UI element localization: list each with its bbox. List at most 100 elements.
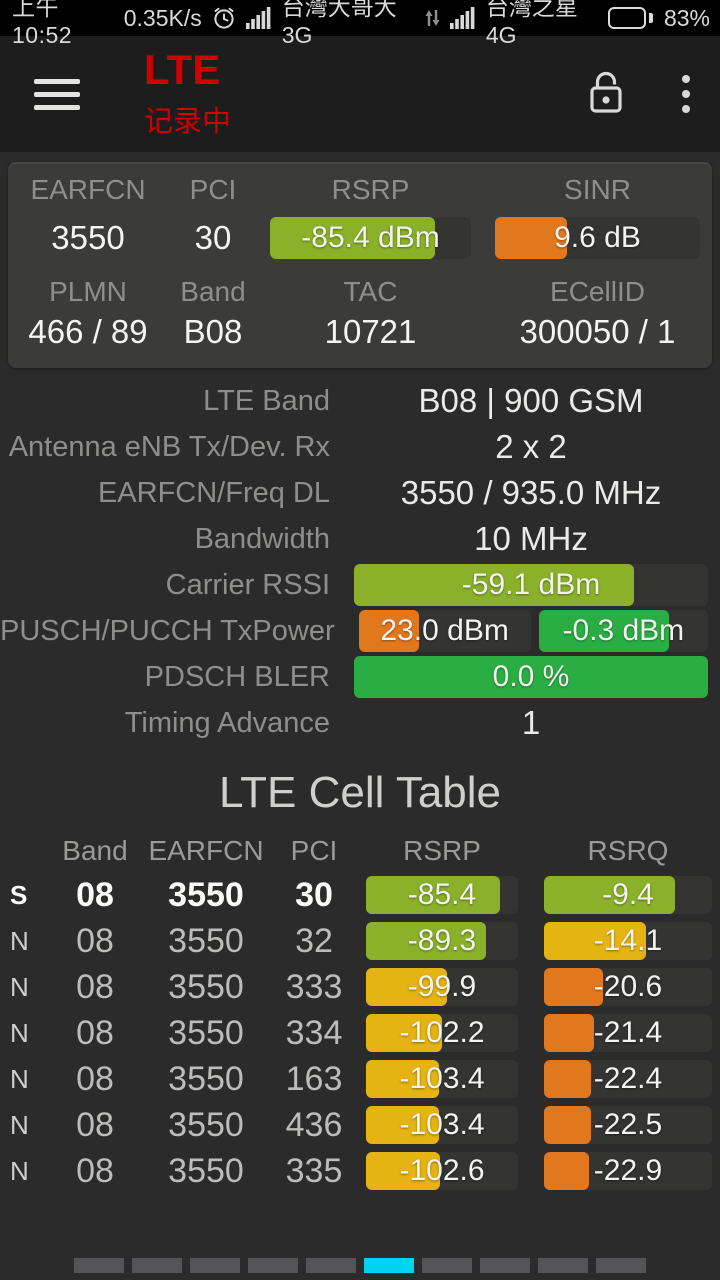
bandwidth-value: 10 MHz [474, 520, 588, 557]
timing-advance-value: 1 [521, 704, 541, 741]
carrier-rssi-bar: -59.1 dBm [354, 564, 708, 606]
cell-rsrp-value: -102.6 [399, 1154, 485, 1187]
cell-table-body: S 08 3550 30 -85.4 -9.4 N 08 3550 32 -89… [0, 872, 720, 1194]
carrier-rssi-value: -59.1 dBm [461, 568, 601, 601]
carrier-2-label: 台灣之星 4G [485, 0, 578, 48]
pci-label: PCI [189, 174, 237, 205]
signal-bars-icon-1 [245, 7, 273, 29]
table-row: N 08 3550 32 -89.3 -14.1 [0, 918, 720, 964]
cell-type: N [10, 1155, 29, 1186]
unlock-icon[interactable] [586, 70, 626, 119]
carrier-1-label: 台灣大哥大 3G [281, 0, 397, 48]
page-indicator [0, 1258, 720, 1273]
cell-earfcn: 3550 [168, 1059, 244, 1098]
cell-rsrp-value: -85.4 [407, 878, 477, 911]
detail-row-txpower: PUSCH/PUCCH TxPower 23.0 dBm -0.3 dBm [0, 608, 720, 654]
detail-row-carrier-rssi: Carrier RSSI -59.1 dBm [0, 562, 720, 608]
plmn-label: PLMN [49, 276, 127, 307]
overflow-menu-icon[interactable] [678, 71, 694, 117]
cell-band: 08 [76, 1013, 114, 1052]
cell-rsrp-value: -102.2 [399, 1016, 485, 1049]
cell-rsrp-value: -103.4 [399, 1062, 485, 1095]
data-arrows-icon [424, 7, 441, 29]
battery-icon [607, 7, 647, 29]
page-indicator-10[interactable] [596, 1258, 646, 1273]
page-indicator-8[interactable] [480, 1258, 530, 1273]
cell-band: 08 [76, 921, 114, 960]
page-indicator-7[interactable] [422, 1258, 472, 1273]
page-indicator-4[interactable] [248, 1258, 298, 1273]
cell-table-header: Band EARFCN PCI RSRP RSRQ [0, 830, 720, 872]
page-indicator-9[interactable] [538, 1258, 588, 1273]
table-row: N 08 3550 436 -103.4 -22.5 [0, 1102, 720, 1148]
earfcn-label: EARFCN [30, 174, 146, 205]
cell-rsrq-bar: -20.6 [544, 968, 712, 1006]
ecellid-label: ECellID [550, 276, 645, 307]
ecellid-value: 300050 / 1 [519, 313, 676, 350]
sinr-label: SINR [564, 174, 631, 205]
pdsch-bler-value: 0.0 % [492, 660, 570, 693]
page-indicator-1[interactable] [74, 1258, 124, 1273]
pci-value: 30 [194, 219, 232, 256]
pucch-txpower-bar: -0.3 dBm [538, 610, 708, 652]
cell-band: 08 [76, 1105, 114, 1144]
cell-rsrp-value: -99.9 [407, 970, 477, 1003]
tac-value: 10721 [324, 313, 417, 350]
rsrp-bar: -85.4 dBm [270, 217, 471, 259]
detail-row-bandwidth: Bandwidth 10 MHz [194, 520, 588, 557]
alarm-clock-icon [211, 5, 237, 31]
cell-rsrp-bar: -99.9 [366, 968, 518, 1006]
cell-rsrp-value: -89.3 [407, 924, 477, 957]
cell-rsrq-bar: -22.4 [544, 1060, 712, 1098]
hamburger-menu-icon[interactable] [34, 78, 80, 110]
earfcn-value: 3550 [51, 219, 125, 256]
cell-rsrq-value: -21.4 [593, 1016, 663, 1049]
lte-cell-table-section: LTE Cell Table Band EARFCN PCI RSRP RSRQ… [0, 768, 720, 1194]
cell-type: N [10, 971, 29, 1002]
pucch-txpower-value: -0.3 dBm [562, 614, 685, 647]
page-indicator-3[interactable] [190, 1258, 240, 1273]
clock-time: 上午10:52 [12, 0, 73, 48]
cell-earfcn: 3550 [168, 1105, 244, 1144]
cell-band: 08 [76, 967, 114, 1006]
page-indicator-5[interactable] [306, 1258, 356, 1273]
rsrp-value: -85.4 dBm [301, 221, 440, 254]
cell-pci: 163 [285, 1059, 343, 1098]
page-indicator-6-active[interactable] [364, 1258, 414, 1273]
summary-values-row-2: 466 / 89 B08 10721 300050 / 1 [8, 312, 712, 352]
app-bar: LTE 记录中 [0, 36, 720, 152]
serving-cell-panel: EARFCN PCI RSRP SINR 3550 30 -85.4 dBm 9… [8, 162, 712, 368]
earfcn-freq-value: 3550 / 935.0 MHz [400, 474, 662, 511]
pusch-txpower-bar: 23.0 dBm [358, 610, 531, 652]
page-indicator-2[interactable] [132, 1258, 182, 1273]
cell-table-title: LTE Cell Table [218, 768, 502, 817]
band-label: Band [180, 276, 246, 307]
cell-type: N [10, 1017, 29, 1048]
detail-row-earfcn-freq: EARFCN/Freq DL 3550 / 935.0 MHz [97, 474, 662, 511]
table-row: S 08 3550 30 -85.4 -9.4 [0, 872, 720, 918]
cell-earfcn: 3550 [168, 967, 244, 1006]
cell-rsrp-bar: -102.2 [366, 1014, 518, 1052]
recording-status: 记录中 [144, 105, 232, 138]
cell-pci: 333 [285, 967, 343, 1006]
cell-band: 08 [76, 875, 114, 914]
cell-pci: 30 [295, 875, 333, 914]
header-rsrp: RSRP [403, 835, 481, 866]
cell-rsrp-bar: -103.4 [366, 1106, 518, 1144]
pdsch-bler-bar: 0.0 % [354, 656, 708, 698]
antenna-value: 2 x 2 [495, 428, 567, 465]
status-bar: 上午10:52 0.35K/s 台灣大哥大 3G 台灣之星 4G [0, 0, 720, 48]
battery-nub [649, 13, 653, 23]
cell-rsrq-value: -20.6 [593, 970, 663, 1003]
lte-band-value: B08 | 900 GSM [418, 382, 644, 419]
detail-row-pdsch-bler: PDSCH BLER 0.0 % [0, 654, 720, 700]
table-row: N 08 3550 335 -102.6 -22.9 [0, 1148, 720, 1194]
header-pci: PCI [290, 835, 338, 866]
cell-pci: 32 [295, 921, 333, 960]
cell-pci: 334 [285, 1013, 343, 1052]
cell-earfcn: 3550 [168, 875, 244, 914]
cell-earfcn: 3550 [168, 921, 244, 960]
cell-type: S [10, 879, 28, 910]
cell-type: N [10, 1109, 29, 1140]
